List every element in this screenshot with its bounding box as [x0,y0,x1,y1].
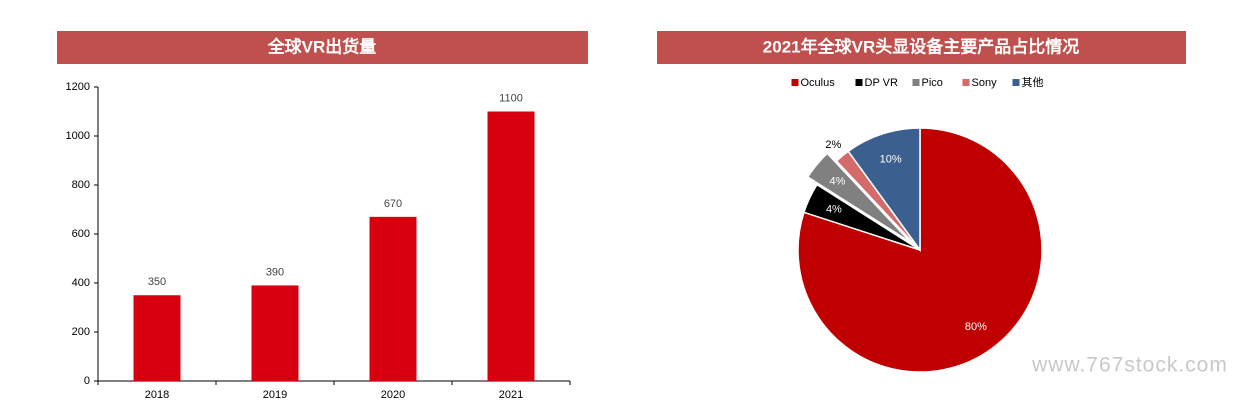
y-tick-label: 200 [72,326,90,338]
data-label: 670 [384,198,402,210]
y-tick-label: 0 [84,375,90,387]
y-tick-label: 1000 [66,130,90,142]
bar [133,295,181,381]
data-label: 80% [965,321,987,333]
x-tick-label: 2018 [145,389,169,401]
y-tick-label: 1200 [66,81,90,93]
chart-title: 2021年全球VR头显设备主要产品占比情况 [763,36,1079,56]
chart-header [57,31,588,64]
data-label: 4% [829,176,845,188]
bar [369,216,417,381]
data-label: 1100 [499,92,523,104]
pie-slice [847,127,921,253]
legend-swatch [1012,79,1020,86]
y-tick-label: 400 [72,277,90,289]
chart-title: 全球VR出货量 [267,36,377,56]
pie-slice [806,152,912,243]
legend-swatch [791,79,799,86]
pie-slice [803,183,921,251]
legend-swatch [855,79,863,86]
chart-header [657,31,1186,64]
x-tick-label: 2020 [381,389,405,401]
y-tick-label: 600 [72,228,90,240]
legend-swatch [912,79,920,86]
bar [487,111,535,381]
data-label: 390 [266,266,284,278]
legend-label: Oculus [801,77,836,89]
legend-label: DP VR [865,77,898,89]
x-tick-label: 2019 [263,389,287,401]
bar [251,285,299,381]
legend-label: Pico [922,77,943,89]
data-label: 10% [880,153,902,165]
legend-swatch [962,79,970,86]
watermark: www.767stock.com [1031,354,1228,377]
y-tick-label: 800 [72,179,90,191]
x-tick-label: 2021 [499,389,523,401]
data-label: 2% [825,139,841,151]
legend-label: Sony [972,77,998,89]
legend-label: 其他 [1022,76,1044,89]
data-label: 350 [148,276,166,288]
data-label: 4% [826,203,842,215]
